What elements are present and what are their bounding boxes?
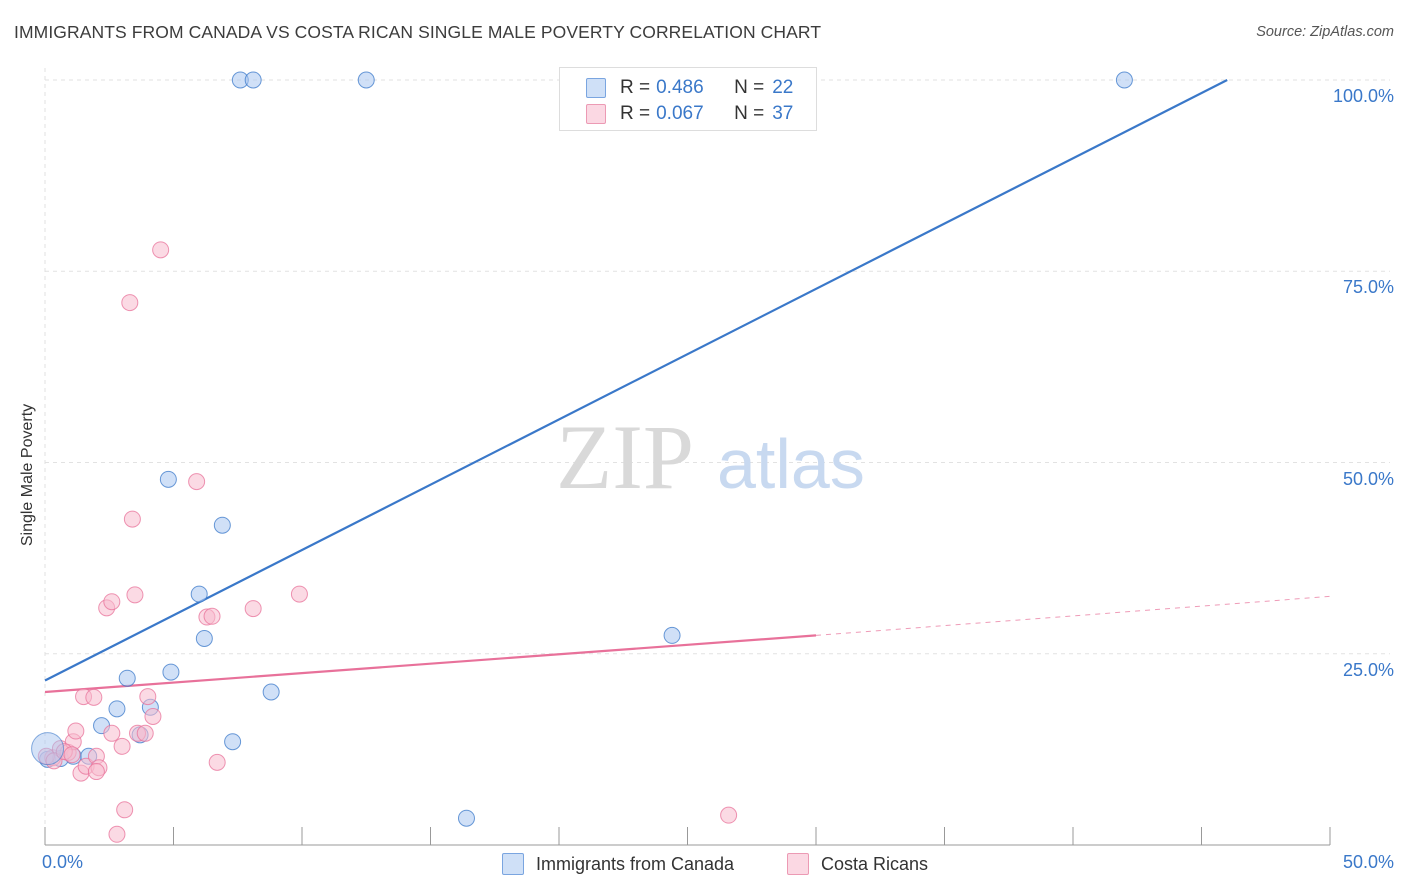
data-point-canada	[224, 733, 242, 751]
data-point-costa-rica	[103, 593, 121, 611]
grid-lines	[45, 79, 1390, 655]
data-point-costa-rica	[123, 510, 141, 528]
data-point-canada	[663, 626, 681, 644]
watermark: ZIP atlas	[556, 406, 865, 508]
data-point-canada	[262, 683, 280, 701]
data-point-costa-rica	[720, 806, 738, 824]
r-label: R =	[620, 103, 651, 124]
watermark-zip: ZIP	[556, 406, 694, 508]
y-tick-label: 50.0%	[1342, 468, 1394, 489]
data-point-costa-rica	[121, 294, 139, 312]
data-point-costa-rica	[203, 607, 221, 625]
data-point-canada	[1115, 71, 1133, 89]
data-point-canada	[357, 71, 375, 89]
data-point-costa-rica	[126, 586, 144, 604]
data-point-canada	[190, 585, 208, 603]
data-point-costa-rica	[87, 763, 105, 781]
trend-line-canada	[44, 79, 1228, 682]
legend-label-canada: Immigrants from Canada	[536, 853, 735, 874]
stats-row-costa-rica: R = 0.067 N = 37	[586, 101, 794, 127]
y-tick-label: 75.0%	[1342, 277, 1394, 298]
r-value: 0.067	[656, 103, 704, 124]
data-point-canada	[118, 669, 136, 687]
data-point-costa-rica	[108, 825, 126, 843]
data-point-costa-rica	[152, 241, 170, 259]
trend-line-extension	[815, 595, 1331, 636]
stats-swatch-costa-rica	[586, 104, 606, 124]
stats-row-canada: R = 0.486 N = 22	[586, 75, 794, 101]
data-point-canada	[213, 516, 231, 534]
y-tick-label: 25.0%	[1342, 659, 1394, 680]
data-point-canada	[244, 71, 262, 89]
data-point-costa-rica	[113, 737, 131, 755]
stats-swatch-canada	[586, 78, 606, 98]
legend-item-canada[interactable]: Immigrants from Canada	[502, 852, 734, 876]
source-credit: Source: ZipAtlas.com	[1256, 24, 1394, 40]
data-point-costa-rica	[63, 746, 81, 764]
n-value: 22	[772, 77, 794, 98]
r-label: R =	[620, 77, 651, 98]
legend-item-costa-rica[interactable]: Costa Ricans	[787, 852, 928, 876]
trend-line-costa-rica	[44, 634, 817, 694]
watermark-atlas: atlas	[717, 425, 865, 503]
data-point-costa-rica	[116, 801, 134, 819]
data-point-canada	[108, 700, 126, 718]
x-tick-label-max: 50.0%	[1342, 852, 1394, 872]
data-point-cluster	[31, 732, 65, 766]
stats-box: R = 0.486 N = 22 R = 0.067 N = 37	[559, 67, 817, 131]
y-axis-label: Single Male Poverty	[19, 403, 36, 547]
data-point-costa-rica	[144, 707, 162, 725]
data-point-canada	[162, 663, 180, 681]
data-point-canada	[457, 809, 475, 827]
data-point-costa-rica	[136, 724, 154, 742]
data-point-costa-rica	[103, 724, 121, 742]
legend-label-costa-rica: Costa Ricans	[821, 853, 929, 874]
data-point-costa-rica	[67, 722, 85, 740]
data-point-canada	[195, 629, 213, 647]
x-tick-label-min: 0.0%	[42, 852, 84, 872]
n-label: N =	[734, 103, 765, 124]
data-point-costa-rica	[244, 600, 262, 618]
data-points	[31, 71, 1133, 843]
data-point-costa-rica	[290, 585, 308, 603]
legend-swatch-canada	[502, 853, 524, 875]
data-point-costa-rica	[85, 688, 103, 706]
data-point-canada	[159, 470, 177, 488]
r-value: 0.486	[656, 77, 704, 98]
y-tick-label: 100.0%	[1332, 86, 1394, 106]
data-point-costa-rica	[188, 473, 206, 491]
data-point-costa-rica	[208, 753, 226, 771]
n-value: 37	[772, 103, 794, 124]
data-point-costa-rica	[139, 688, 157, 706]
axes	[44, 68, 1331, 846]
trend-lines	[44, 79, 1331, 694]
chart-title: IMMIGRANTS FROM CANADA VS COSTA RICAN SI…	[14, 22, 822, 42]
legend-swatch-costa-rica	[787, 853, 809, 875]
n-label: N =	[734, 77, 765, 98]
